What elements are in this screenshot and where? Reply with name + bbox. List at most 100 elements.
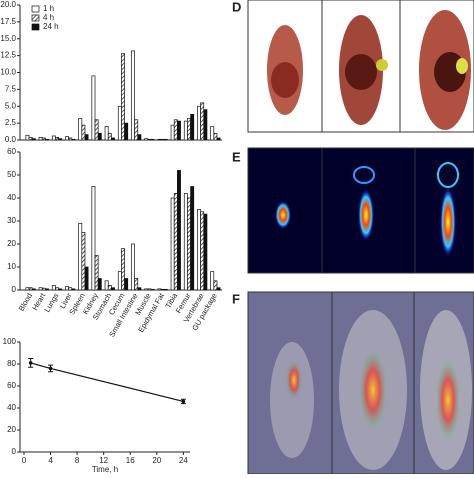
bar <box>160 288 165 291</box>
bar <box>150 138 155 141</box>
y-tick-label: 10 <box>7 262 16 271</box>
bar <box>150 288 155 291</box>
bar <box>38 136 43 141</box>
bar <box>121 248 125 291</box>
legend-label: 1 h <box>43 4 54 13</box>
y-tick-label: 20 <box>7 425 16 434</box>
y-tick-label: 40 <box>7 403 16 412</box>
y-tick-label: 2.5 <box>5 118 17 127</box>
y-tick-label: 12.5 <box>0 51 16 60</box>
bar <box>55 136 59 141</box>
y-tick-label: 40 <box>7 193 16 202</box>
panel-d: D <box>232 0 474 133</box>
bar <box>134 278 139 291</box>
bar <box>107 285 112 291</box>
panel-label: E <box>232 149 241 164</box>
y-tick-label: 60 <box>7 381 16 390</box>
bar <box>124 278 129 291</box>
bar <box>200 102 205 141</box>
y-tick-label: 30 <box>7 216 16 225</box>
bar <box>51 135 56 141</box>
bar <box>190 186 195 291</box>
x-tick-label: 8 <box>75 456 80 465</box>
y-tick-label: 7.5 <box>5 84 17 93</box>
bar <box>144 138 149 141</box>
y-tick-label: 80 <box>7 359 16 368</box>
y-tick-label: 100 <box>3 337 17 346</box>
bar <box>131 243 135 291</box>
bar <box>137 287 142 291</box>
bar <box>163 138 168 141</box>
bar <box>203 109 208 141</box>
bar <box>203 213 208 291</box>
x-tick-label: 24 <box>179 456 188 465</box>
bar <box>91 75 96 141</box>
bar <box>170 197 175 291</box>
bar <box>163 288 168 291</box>
panel-label: D <box>232 0 241 14</box>
bar <box>45 288 49 291</box>
bar <box>177 120 181 141</box>
bar <box>94 255 99 291</box>
bar <box>200 211 205 291</box>
panel-f: F <box>232 291 474 475</box>
bar <box>144 288 149 291</box>
bar <box>173 119 178 141</box>
bar <box>38 287 43 291</box>
y-tick-label: 20 <box>7 239 16 248</box>
bar <box>97 278 102 291</box>
bar <box>157 288 162 291</box>
x-tick-label: 12 <box>99 456 108 465</box>
bar <box>41 287 46 291</box>
bar <box>111 287 115 291</box>
bar <box>55 287 59 291</box>
bar <box>187 197 191 291</box>
bar <box>147 138 152 141</box>
bar <box>25 134 30 141</box>
bar <box>31 288 36 291</box>
bar <box>65 136 69 141</box>
legend-label: 4 h <box>43 13 54 22</box>
bar <box>190 113 195 141</box>
bar <box>170 124 175 141</box>
bar <box>197 209 201 291</box>
bar <box>111 137 115 141</box>
x-tick-label: Blood <box>17 291 34 312</box>
bar <box>173 193 178 291</box>
x-tick-label: 20 <box>152 456 161 465</box>
bar <box>183 193 188 291</box>
bar <box>117 271 122 291</box>
bar <box>197 105 201 141</box>
bar <box>216 287 221 291</box>
legend-swatch <box>31 14 40 22</box>
bar <box>28 136 33 141</box>
bar <box>177 170 181 291</box>
bar <box>160 138 165 141</box>
y-tick-label: 0.0 <box>5 135 17 144</box>
bar <box>91 186 96 291</box>
bar <box>134 119 139 141</box>
bar <box>28 287 33 291</box>
bar <box>65 286 69 291</box>
point <box>48 366 53 371</box>
y-tick-label: 15.0 <box>0 34 16 43</box>
x-axis-label: Time, h <box>92 465 118 474</box>
bar <box>68 137 73 141</box>
x-tick-label: 4 <box>48 456 53 465</box>
bar <box>81 232 86 291</box>
x-tick-label: 0 <box>22 456 27 465</box>
panel-label: F <box>232 291 240 306</box>
y-tick-label: 0 <box>12 285 17 294</box>
bar <box>97 132 102 141</box>
bar <box>41 137 46 141</box>
panel-e: E <box>232 147 474 274</box>
x-tick-label: Lungs <box>42 291 60 313</box>
bar <box>213 280 218 291</box>
y-tick-label: 0 <box>12 447 17 456</box>
y-tick-label: 60 <box>7 147 16 156</box>
bar <box>68 287 73 291</box>
bar <box>71 288 76 291</box>
bar <box>210 126 215 141</box>
bar <box>157 138 162 141</box>
